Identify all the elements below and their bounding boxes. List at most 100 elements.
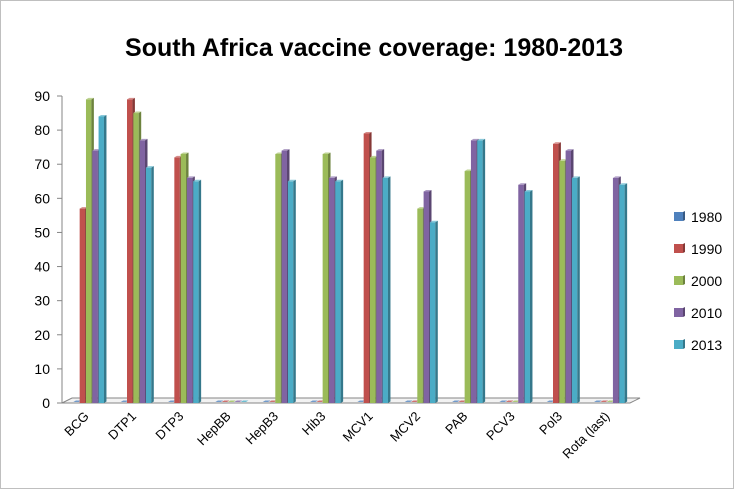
bar-top (369, 155, 378, 158)
bar-top (619, 183, 628, 185)
legend-label: 2000 (691, 273, 722, 289)
bar-front (619, 184, 625, 403)
bar-top (612, 176, 621, 178)
bar-mcv2-1980 (404, 400, 413, 402)
bar-top (215, 400, 224, 402)
legend-label: 2013 (691, 337, 722, 353)
bar-bcg-1980 (73, 400, 82, 402)
y-tick-label: 20 (34, 327, 50, 343)
bar-top (518, 183, 527, 185)
bar-pab-1980 (452, 400, 460, 402)
bar-hepb3-1980 (262, 400, 271, 402)
bar-front (376, 150, 382, 403)
bar-top (417, 207, 426, 209)
bar-hib3-1990 (316, 400, 325, 402)
bar-pcv3-1980 (499, 400, 508, 402)
bar-top (120, 400, 129, 402)
bar-mcv2-1990 (411, 400, 419, 402)
legend-swatch (674, 212, 683, 221)
bar-top (174, 155, 183, 158)
chart-floor (61, 397, 641, 404)
bar-front (180, 153, 187, 403)
bar-front (328, 177, 335, 403)
bar-mcv2-2013 (429, 220, 438, 403)
legend: 1980 1990 2000 2010 2013 (674, 209, 722, 353)
bar-side (151, 166, 154, 403)
legend-swatch-side (683, 307, 685, 317)
bar-mcv1-1980 (357, 400, 366, 402)
bar-top (499, 400, 508, 402)
bar-dtp3-1980 (168, 400, 176, 402)
bar-front (186, 177, 193, 403)
bar-pab-2013 (477, 138, 486, 403)
bar-front (79, 208, 86, 403)
bar-top (511, 400, 520, 402)
bar-pol3-1980 (546, 400, 555, 402)
bar-side (387, 176, 391, 403)
y-tick-label: 70 (34, 156, 50, 172)
bar-side (624, 183, 628, 403)
bar-hib3-2013 (335, 179, 344, 403)
y-tick-label: 10 (34, 361, 50, 377)
bar-top (127, 97, 135, 100)
bar-rota-last--1990 (600, 400, 609, 402)
legend-swatch (674, 340, 683, 349)
bar-side (435, 220, 438, 403)
bar-front (92, 150, 98, 403)
legend-swatch-side (683, 339, 685, 349)
bar-hepbb-2000 (227, 400, 236, 402)
bar-front (287, 181, 294, 403)
legend-item-2013: 2013 (674, 337, 722, 353)
bar-top (262, 400, 271, 402)
bar-front (133, 113, 139, 404)
bar-side (340, 179, 344, 403)
bar-side (482, 138, 486, 403)
bar-top (98, 114, 107, 117)
bar-dtp3-2013 (193, 179, 202, 403)
bar-rota-last--1980 (594, 400, 602, 402)
bar-front (470, 140, 477, 403)
bar-bcg-2013 (98, 114, 107, 403)
bar-pab-1990 (458, 400, 467, 402)
bar-hepbb-2013 (240, 400, 249, 402)
bar-pcv3-2000 (511, 400, 520, 402)
legend-label: 1990 (691, 241, 722, 257)
bar-top (477, 138, 486, 141)
bar-dtp1-2013 (145, 166, 154, 403)
bar-front (145, 167, 152, 403)
bar-top (269, 400, 277, 402)
bar-hepb3-2013 (287, 179, 296, 403)
bar-top (287, 179, 296, 182)
bar-top (139, 138, 148, 141)
legend-label: 1980 (691, 209, 722, 225)
bar-mcv1-2013 (382, 176, 391, 403)
bar-top (193, 179, 202, 182)
bar-front (369, 157, 376, 403)
bar-top (600, 400, 609, 402)
bar-front (565, 150, 571, 403)
bar-top (606, 400, 615, 402)
bar-pol3-2013 (571, 176, 580, 403)
bar-top (363, 132, 372, 134)
legend-swatch (674, 308, 683, 317)
bar-top (411, 400, 419, 402)
bar-top (571, 176, 580, 178)
legend-swatch-side (683, 275, 685, 285)
y-tick-label: 60 (34, 190, 50, 206)
bar-front (275, 153, 281, 403)
bar-front (281, 150, 287, 403)
bar-side (577, 176, 580, 403)
bar-top (464, 169, 473, 172)
bar-front (524, 191, 530, 403)
bar-hepbb-1990 (221, 400, 230, 402)
bar-top (553, 142, 561, 144)
legend-swatch (674, 244, 683, 253)
bar-top (376, 149, 385, 151)
legend-item-2010: 2010 (674, 305, 722, 321)
chart-title: South Africa vaccine coverage: 1980-2013 (125, 34, 623, 62)
bar-front (382, 177, 388, 403)
bar-hepbb-2010 (234, 400, 243, 402)
bar-top (322, 152, 331, 154)
